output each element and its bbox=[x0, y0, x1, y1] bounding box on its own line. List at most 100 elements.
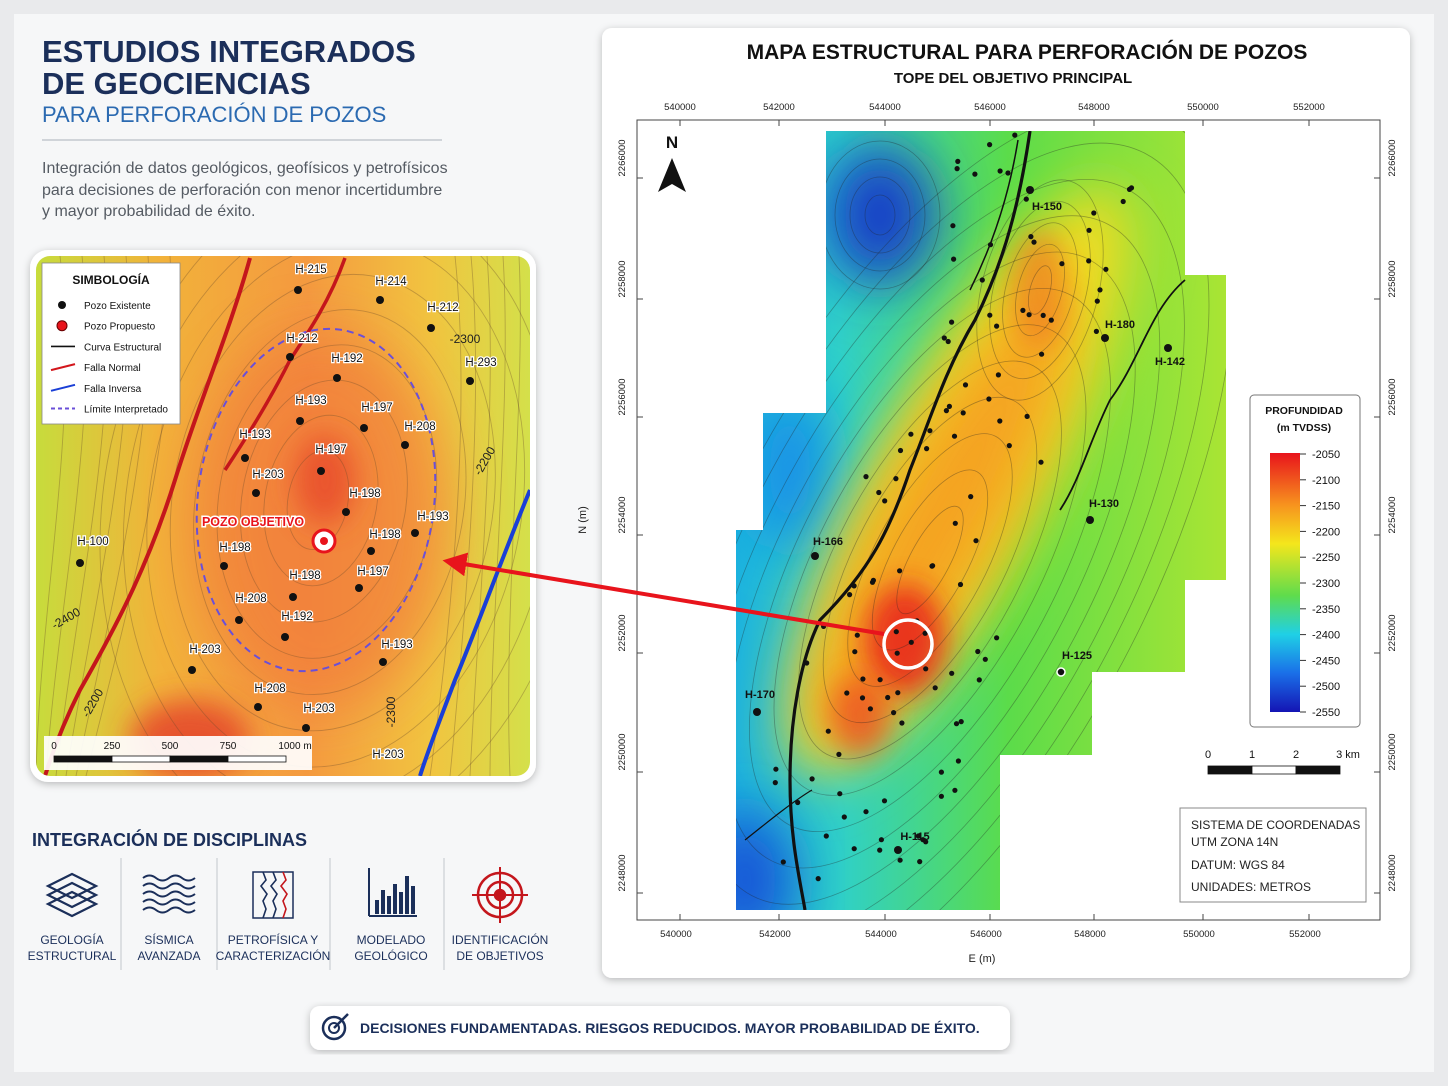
colorbar bbox=[1270, 453, 1300, 712]
contour-label: -2300 bbox=[450, 332, 481, 346]
well bbox=[847, 592, 853, 598]
well bbox=[952, 787, 958, 793]
y-tick-label: 2250000 bbox=[1387, 734, 1398, 771]
well bbox=[951, 433, 958, 439]
well bbox=[379, 658, 387, 666]
header: ESTUDIOS INTEGRADOS DE GEOCIENCIAS PARA … bbox=[42, 34, 448, 220]
well bbox=[286, 353, 294, 361]
scale-label: 0 bbox=[1205, 749, 1211, 761]
icon bbox=[142, 898, 196, 906]
well bbox=[897, 447, 904, 454]
well bbox=[938, 769, 945, 775]
well bbox=[877, 677, 883, 683]
discipline-label: GEOLOGÍA bbox=[40, 932, 103, 947]
well bbox=[1005, 170, 1011, 176]
well bbox=[897, 857, 903, 863]
well bbox=[968, 494, 974, 500]
well bbox=[952, 520, 958, 526]
contour bbox=[896, 505, 964, 615]
scale-label: 2 bbox=[1293, 749, 1299, 761]
well bbox=[1038, 459, 1044, 465]
footer-icon bbox=[321, 1015, 347, 1041]
well-label: H-208 bbox=[404, 421, 435, 433]
contour-label: -2300 bbox=[384, 696, 398, 727]
contour bbox=[976, 179, 1104, 401]
well bbox=[863, 474, 869, 480]
colorbar-title: PROFUNDIDAD bbox=[1265, 405, 1343, 417]
target-well-core bbox=[320, 537, 328, 545]
contour bbox=[193, 309, 467, 695]
well bbox=[946, 403, 953, 409]
legend-symbol bbox=[58, 301, 66, 309]
well bbox=[951, 256, 957, 262]
well bbox=[938, 793, 945, 799]
scale-bar bbox=[111, 755, 171, 763]
well bbox=[235, 616, 243, 624]
well bbox=[876, 489, 882, 496]
legend-label: Pozo Existente bbox=[84, 301, 151, 312]
well bbox=[401, 441, 409, 449]
contour bbox=[263, 414, 379, 587]
well bbox=[982, 656, 988, 662]
y-axis-label: N (m) bbox=[577, 506, 589, 534]
well bbox=[995, 372, 1002, 378]
well bbox=[929, 563, 935, 569]
icon bbox=[142, 882, 196, 890]
well bbox=[955, 758, 962, 764]
well bbox=[854, 632, 860, 638]
colorbar-title: (m TVDSS) bbox=[1277, 422, 1331, 434]
well bbox=[851, 583, 857, 589]
target-ring bbox=[882, 618, 934, 670]
discipline-label: CARACTERIZACIÓN bbox=[216, 948, 331, 963]
well bbox=[941, 335, 947, 341]
well-label: H-203 bbox=[372, 749, 403, 761]
icon bbox=[393, 884, 397, 914]
well bbox=[945, 338, 951, 345]
x-tick-label: 540000 bbox=[660, 929, 692, 940]
well-label: H-198 bbox=[219, 542, 250, 554]
contour bbox=[834, 158, 926, 272]
contour bbox=[239, 379, 408, 623]
well-label: H-100 bbox=[77, 536, 108, 548]
y-tick-label: 2258000 bbox=[1387, 261, 1398, 298]
x-tick-label: 544000 bbox=[869, 102, 901, 113]
well bbox=[837, 791, 843, 797]
legend-symbol bbox=[50, 363, 76, 372]
well bbox=[825, 728, 831, 734]
footer-icon bbox=[328, 1022, 340, 1034]
well bbox=[960, 410, 966, 416]
icon bbox=[269, 871, 278, 919]
well bbox=[987, 242, 994, 248]
well bbox=[878, 837, 885, 843]
well bbox=[899, 720, 905, 726]
well-label: H-212 bbox=[286, 333, 317, 345]
x-tick-label: 544000 bbox=[865, 929, 897, 940]
y-tick-label: 2258000 bbox=[617, 261, 628, 298]
well-label: H-193 bbox=[295, 395, 326, 407]
well-label: H-197 bbox=[357, 566, 388, 578]
well bbox=[962, 382, 969, 388]
discipline-label: ESTRUCTURAL bbox=[28, 949, 117, 963]
subtitle: PARA PERFORACIÓN DE POZOS bbox=[42, 102, 386, 127]
legend-box bbox=[41, 262, 181, 425]
icon bbox=[399, 892, 403, 914]
info-line: UNIDADES: METROS bbox=[1191, 880, 1311, 894]
legend-label: Curva Estructural bbox=[84, 342, 161, 353]
well bbox=[976, 677, 982, 683]
well bbox=[333, 374, 341, 382]
well bbox=[1039, 351, 1045, 357]
x-tick-label: 552000 bbox=[1289, 929, 1321, 940]
well bbox=[927, 428, 933, 434]
well bbox=[895, 690, 901, 696]
scale-label: 0 bbox=[51, 741, 57, 752]
x-axis-label: E (m) bbox=[969, 953, 996, 965]
x-tick-label: 542000 bbox=[759, 929, 791, 940]
well bbox=[809, 776, 815, 782]
scale-bar bbox=[1207, 765, 1253, 775]
well bbox=[1091, 210, 1097, 216]
well-label: H-193 bbox=[381, 639, 412, 651]
well-label: H-203 bbox=[189, 644, 220, 656]
target-label: POZO OBJETIVO bbox=[202, 515, 304, 529]
well bbox=[836, 751, 842, 758]
colorbar-label: -2200 bbox=[1312, 526, 1340, 538]
